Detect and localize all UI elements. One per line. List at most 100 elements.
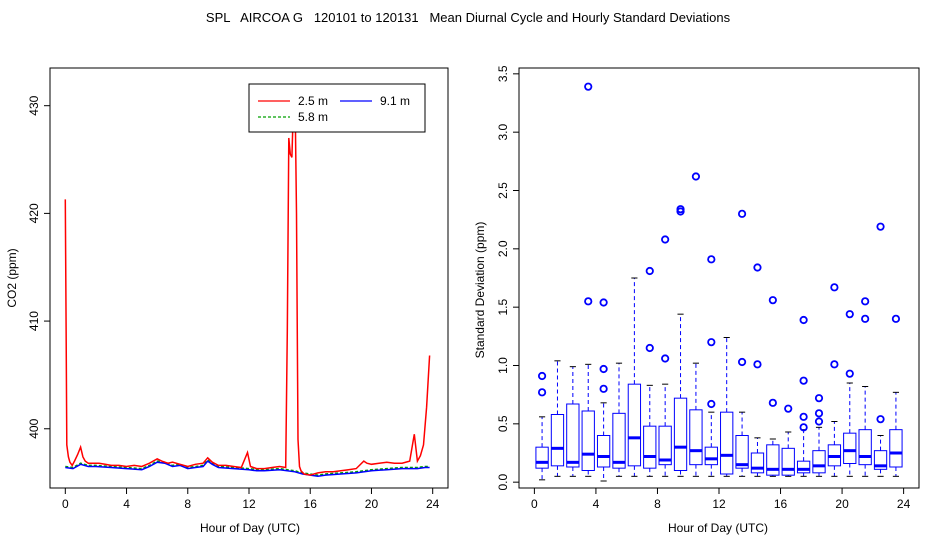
box-hour-18.5 [812,394,826,477]
box-hour-0.5 [535,371,549,481]
box-hour-14.5 [750,263,765,477]
right-x-tick-label: 24 [897,497,911,511]
left-y-axis: 400 410 420 430 [27,95,50,439]
iqr-box [673,397,688,471]
legend-box [248,83,426,133]
outlier-point [537,388,547,397]
box-hour-9.5 [673,205,688,477]
outlier-point [599,364,608,374]
iqr-box [627,383,642,467]
box-hour-7.5 [643,266,657,477]
right-x-tick-label: 12 [712,497,726,511]
iqr-box [566,403,580,468]
iqr-box [720,411,734,475]
iqr-box [612,412,626,469]
outlier-point [799,315,808,325]
left-x-tick-label: 4 [123,497,130,511]
right-y-tick-label: 0.0 [496,474,510,491]
right-y-tick-label: 3.0 [496,124,510,141]
iqr-box [658,425,672,466]
co2-diurnal-line-chart: 0 4 8 12 16 20 24 400 410 420 430 2.5 m 9.1 m 5.8… [5,67,449,535]
outlier-point [768,296,777,305]
legend-label-9-1m: 9.1 m [380,94,410,108]
outlier-point [707,255,716,264]
box-group [535,82,903,482]
iqr-box [535,446,549,469]
outlier-point [737,357,747,367]
right-x-tick-label: 16 [774,497,788,511]
iqr-box [843,432,857,464]
outlier-point [599,298,608,307]
left-x-axis-label: Hour of Day (UTC) [200,521,300,535]
box-hour-19.5 [827,283,842,477]
box-hour-13.5 [735,209,749,477]
box-hour-5.5 [612,362,626,477]
left-x-tick-label: 8 [184,497,191,511]
left-series-group [64,84,431,477]
box-hour-20.5 [843,310,857,477]
std-dev-box-plot: 0 4 8 12 16 20 24 0.0 0.5 1.0 1.5 2.0 2.5 3.0 3.5 Hou… [473,65,920,535]
outlier-point [676,205,685,214]
left-x-tick-label: 0 [62,497,69,511]
outlier-point [584,82,593,91]
outlier-point [645,343,654,353]
outlier-point [845,310,854,319]
iqr-box [689,409,703,466]
box-hour-6.5 [627,277,642,477]
outlier-point [753,263,762,272]
outlier-point [814,417,824,426]
outlier-point [584,297,593,306]
iqr-box [766,444,780,476]
iqr-box [735,435,749,469]
page-title: SPL AIRCOA G 120101 to 120131 Mean Diurn… [205,10,731,25]
outlier-point [799,412,808,421]
iqr-box [596,435,611,468]
left-x-axis: 0 4 8 12 16 20 24 [62,488,440,511]
box-hour-21.5 [858,297,872,477]
right-y-tick-label: 1.5 [496,299,510,316]
outlier-point [599,384,608,393]
left-y-tick-label: 410 [27,311,41,331]
box-hour-22.5 [873,222,888,477]
series-line-2-5-m [64,84,431,476]
iqr-box [550,414,565,467]
outlier-point [891,314,901,323]
outlier-point [830,360,839,369]
outlier-point [784,404,793,413]
outlier-point [753,360,762,369]
box-hour-12.5 [720,337,734,477]
box-hour-3.5 [581,82,595,477]
box-hour-10.5 [689,172,703,477]
iqr-box [796,460,811,474]
right-y-tick-label: 1.0 [496,357,510,374]
outlier-point [768,398,777,407]
iqr-box [750,452,765,474]
box-hour-16.5 [781,404,795,477]
right-x-axis: 0 4 8 12 16 20 24 [531,488,911,511]
left-x-tick-label: 24 [426,497,440,511]
left-y-tick-label: 400 [27,418,41,438]
legend-label-2-5m: 2.5 m [298,94,328,108]
iqr-box [643,425,657,469]
box-hour-15.5 [766,296,780,477]
right-x-tick-label: 4 [593,497,600,511]
box-hour-17.5 [796,315,811,477]
left-x-tick-label: 20 [365,497,379,511]
right-y-tick-label: 3.5 [496,65,510,82]
box-hour-8.5 [658,235,672,477]
outlier-point [645,266,654,276]
outlier-point [799,423,808,432]
left-y-tick-label: 430 [27,95,41,115]
outlier-point [799,376,808,385]
right-x-tick-label: 8 [654,497,661,511]
series-line-5-8-m [65,458,430,476]
outlier-point [691,172,701,181]
right-y-tick-label: 2.0 [496,240,510,257]
outlier-point [707,399,716,409]
right-y-tick-label: 0.5 [496,415,510,432]
outlier-point [876,222,885,231]
legend: 2.5 m 9.1 m 5.8 m [248,83,426,133]
outlier-point [845,369,854,378]
box-hour-4.5 [596,298,611,482]
